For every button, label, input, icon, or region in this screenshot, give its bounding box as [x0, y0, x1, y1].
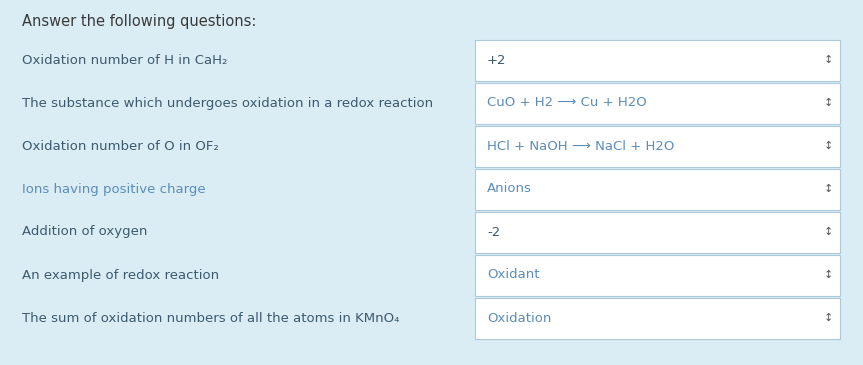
- Text: +2: +2: [487, 54, 507, 66]
- Bar: [475, 126, 840, 166]
- Bar: [475, 211, 840, 253]
- Text: ↕: ↕: [823, 184, 833, 194]
- Text: Oxidation number of O in OF₂: Oxidation number of O in OF₂: [22, 139, 218, 153]
- Text: ↕: ↕: [823, 98, 833, 108]
- Text: ↕: ↕: [823, 227, 833, 237]
- Text: Ions having positive charge: Ions having positive charge: [22, 182, 205, 196]
- Text: CuO + H2 ⟶ Cu + H2O: CuO + H2 ⟶ Cu + H2O: [487, 96, 646, 109]
- Bar: [475, 82, 840, 123]
- Text: The sum of oxidation numbers of all the atoms in KMnO₄: The sum of oxidation numbers of all the …: [22, 311, 400, 324]
- Text: HCl + NaOH ⟶ NaCl + H2O: HCl + NaOH ⟶ NaCl + H2O: [487, 139, 674, 153]
- Text: ↕: ↕: [823, 270, 833, 280]
- Text: An example of redox reaction: An example of redox reaction: [22, 269, 219, 281]
- Bar: [475, 297, 840, 338]
- Text: The substance which undergoes oxidation in a redox reaction: The substance which undergoes oxidation …: [22, 96, 433, 109]
- Bar: [475, 254, 840, 296]
- Text: Oxidation number of H in CaH₂: Oxidation number of H in CaH₂: [22, 54, 227, 66]
- Text: -2: -2: [487, 226, 501, 238]
- Text: Addition of oxygen: Addition of oxygen: [22, 226, 148, 238]
- Text: ↕: ↕: [823, 55, 833, 65]
- Text: Oxidation: Oxidation: [487, 311, 551, 324]
- Bar: [475, 39, 840, 81]
- Text: Answer the following questions:: Answer the following questions:: [22, 14, 256, 29]
- Bar: [475, 169, 840, 210]
- Text: ↕: ↕: [823, 313, 833, 323]
- Text: ↕: ↕: [823, 141, 833, 151]
- Text: Oxidant: Oxidant: [487, 269, 539, 281]
- Text: Anions: Anions: [487, 182, 532, 196]
